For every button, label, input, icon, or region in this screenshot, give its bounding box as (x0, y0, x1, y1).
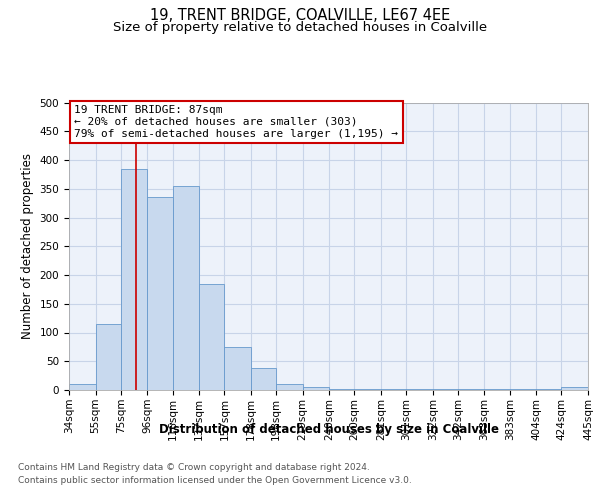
Text: 19, TRENT BRIDGE, COALVILLE, LE67 4EE: 19, TRENT BRIDGE, COALVILLE, LE67 4EE (150, 8, 450, 22)
Bar (224, 347, 251, 390)
Text: Contains public sector information licensed under the Open Government Licence v3: Contains public sector information licen… (18, 476, 412, 485)
Bar (251, 368, 276, 390)
Bar (302, 387, 329, 390)
Bar (69, 384, 95, 390)
Bar (147, 198, 173, 390)
Bar (562, 387, 588, 390)
Text: Distribution of detached houses by size in Coalville: Distribution of detached houses by size … (159, 422, 499, 436)
Text: Size of property relative to detached houses in Coalville: Size of property relative to detached ho… (113, 21, 487, 34)
Bar (95, 324, 121, 390)
Bar (199, 284, 224, 390)
Bar (121, 168, 147, 390)
Bar (276, 384, 302, 390)
Bar (173, 186, 199, 390)
Text: 19 TRENT BRIDGE: 87sqm
← 20% of detached houses are smaller (303)
79% of semi-de: 19 TRENT BRIDGE: 87sqm ← 20% of detached… (74, 106, 398, 138)
Text: Contains HM Land Registry data © Crown copyright and database right 2024.: Contains HM Land Registry data © Crown c… (18, 462, 370, 471)
Y-axis label: Number of detached properties: Number of detached properties (21, 153, 34, 340)
